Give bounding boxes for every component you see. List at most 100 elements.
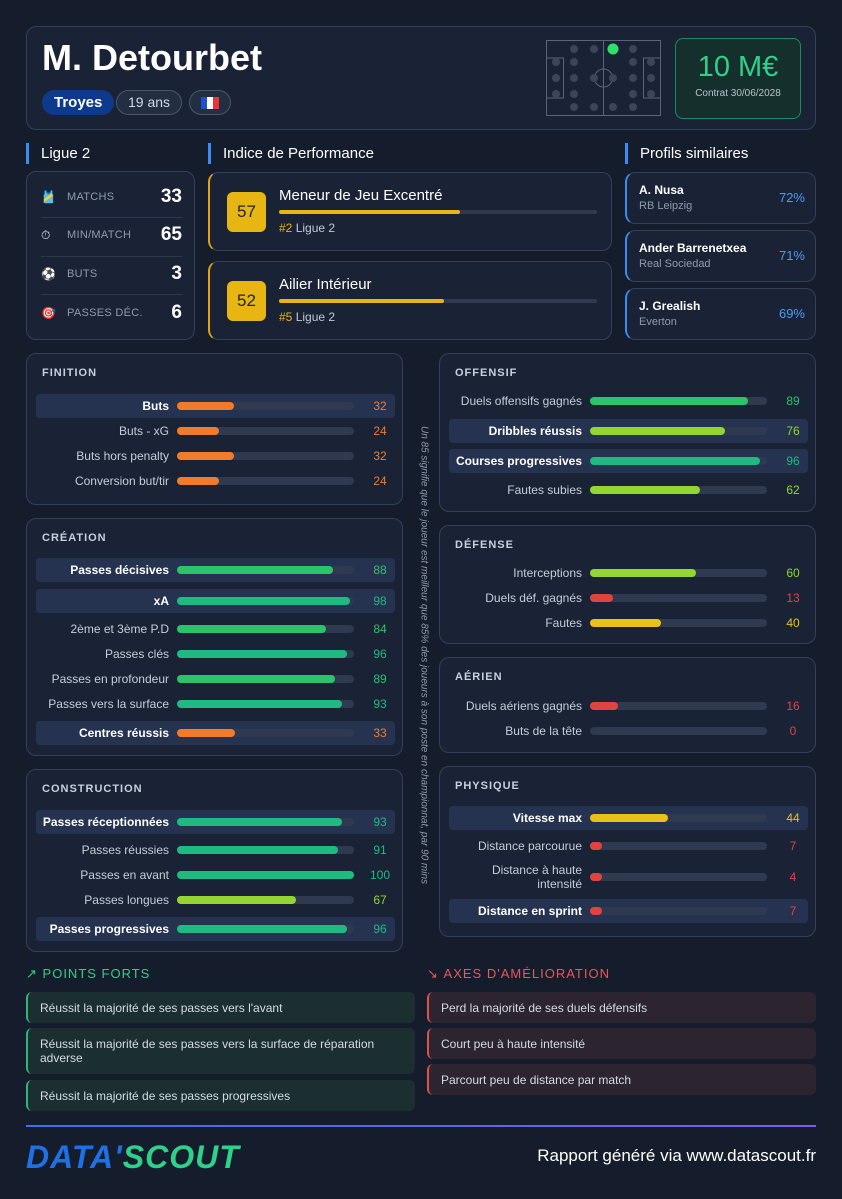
stat-row: Vitesse max 44 [449, 806, 808, 830]
defense-panel: DÉFENSE Interceptions 60 Duels déf. gagnés 1… [439, 525, 816, 644]
team-badge: Troyes [42, 90, 115, 115]
stat-label: Passes en profondeur [51, 672, 169, 686]
stat-row: Buts de la tête 0 [449, 719, 808, 743]
performance-score: 52 [227, 281, 266, 321]
stat-value: 24 [373, 424, 387, 438]
improvement-item: Parcourt peu de distance par match [427, 1064, 816, 1095]
panel-title: FINITION [42, 367, 98, 379]
market-value-box: 10 M€ Contrat 30/06/2028 [675, 38, 801, 119]
panel-title: DÉFENSE [455, 539, 514, 551]
stat-bar [177, 925, 354, 933]
stat-value: 96 [786, 454, 800, 468]
stat-value: 7 [789, 904, 797, 918]
performance-rank: #2 Ligue 2 [279, 221, 336, 235]
stat-bar-fill [177, 846, 339, 854]
similar-player-name: Ander Barrenetxea [639, 241, 747, 255]
similar-profile-item[interactable]: Ander Barrenetxea Real Sociedad 71% [625, 230, 816, 282]
stat-bar [177, 818, 354, 826]
performance-card-2: 52 Ailier Intérieur #5 Ligue 2 [208, 261, 612, 340]
stat-label: Passes vers la surface [48, 697, 169, 711]
stat-bar [590, 427, 767, 435]
stat-bar-fill [177, 871, 354, 879]
target-icon: 🎯 [41, 306, 56, 320]
stat-row: Passes clés 96 [36, 642, 395, 666]
improvement-item: Perd la majorité de ses duels défensifs [427, 992, 816, 1023]
stat-value: 24 [373, 474, 387, 488]
stat-row: Passes vers la surface 93 [36, 692, 395, 716]
stat-bar [590, 569, 767, 577]
stat-row: Duels offensifs gagnés 89 [449, 389, 808, 413]
stat-label: Passes longues [84, 893, 169, 907]
stat-bar [177, 700, 354, 708]
stat-bar-fill [590, 486, 700, 494]
stat-value: 32 [373, 399, 387, 413]
age-badge: 19 ans [116, 90, 183, 115]
stat-label: Distance parcourue [477, 839, 582, 853]
panel-title: OFFENSIF [455, 367, 518, 379]
market-value: 10 M€ [697, 51, 779, 83]
stat-bar [590, 594, 767, 602]
similarity-percent: 71% [778, 248, 805, 263]
performance-bar [279, 210, 597, 214]
stat-bar [590, 842, 767, 850]
stat-bar-fill [177, 650, 347, 658]
stat-label: 2ème et 3ème P.D [70, 622, 169, 636]
stat-label: Distance à haute intensité [491, 863, 582, 891]
stat-bar [177, 427, 354, 435]
footer-divider [26, 1125, 816, 1127]
performance-role: Meneur de Jeu Excentré [279, 187, 443, 204]
similar-profile-item[interactable]: A. Nusa RB Leipzig 72% [625, 172, 816, 224]
stat-bar-fill [177, 925, 347, 933]
stat-bar [177, 452, 354, 460]
stat-label: Passes clés [104, 647, 169, 661]
similar-player-club: Everton [639, 316, 677, 328]
stat-row: Fautes subies 62 [449, 478, 808, 502]
stat-row: Courses progressives 96 [449, 449, 808, 473]
stat-label: Fautes subies [507, 483, 582, 497]
stat-bar-fill [177, 597, 351, 605]
stat-row: Passes réceptionnées 93 [36, 810, 395, 834]
stat-row: Passes en avant 100 [36, 863, 395, 887]
stat-value: 98 [373, 594, 387, 608]
stat-label: Fautes [545, 616, 582, 630]
stat-bar [590, 457, 767, 465]
stat-bar [590, 702, 767, 710]
stat-label: Buts - xG [118, 424, 169, 438]
stat-bar [177, 402, 354, 410]
stat-row: Fautes 40 [449, 611, 808, 635]
stat-row: Buts - xG 24 [36, 419, 395, 443]
panel-title: CRÉATION [42, 532, 107, 544]
league-stats-card: 🎽 MATCHS 33 ⏱ MIN/MATCH 65 ⚽ BUTS 3 🎯 PA… [26, 171, 195, 340]
performance-card-1: 57 Meneur de Jeu Excentré #2 Ligue 2 [208, 172, 612, 251]
stat-label: Centres réussis [78, 726, 169, 740]
performance-title: Indice de Performance [208, 143, 374, 164]
stat-label: Buts de la tête [505, 724, 582, 738]
contract-date: Contrat 30/06/2028 [695, 88, 781, 99]
stat-value: 67 [373, 893, 387, 907]
player-name: M. Detourbet [42, 37, 262, 78]
stat-row: Distance parcourue 7 [449, 834, 808, 858]
panel-title: AÉRIEN [455, 671, 503, 683]
stat-row: Distance à haute intensité 4 [449, 863, 808, 891]
stat-label: Buts [142, 399, 169, 413]
stat-row: 2ème et 3ème P.D 84 [36, 617, 395, 641]
stat-bar-fill [590, 907, 603, 915]
stat-label: Duels déf. gagnés [485, 591, 582, 605]
position-pitch-icon [546, 40, 661, 116]
stat-row: Buts hors penalty 32 [36, 444, 395, 468]
stat-bar-fill [177, 700, 342, 708]
panel-title: PHYSIQUE [455, 780, 520, 792]
stat-row: xA 98 [36, 589, 395, 613]
stat-bar [590, 486, 767, 494]
stat-value: 60 [786, 566, 800, 580]
stat-value: 89 [373, 672, 387, 686]
stat-label: Vitesse max [512, 811, 582, 825]
stat-label: Interceptions [513, 566, 582, 580]
stat-minutes: ⏱ MIN/MATCH 65 [41, 224, 182, 245]
stat-label: Conversion but/tir [74, 474, 169, 488]
similar-profile-item[interactable]: J. Grealish Everton 69% [625, 288, 816, 340]
strengths-title: ↗ POINTS FORTS [26, 966, 151, 981]
shirt-icon: 🎽 [41, 190, 56, 204]
france-flag-icon [201, 96, 219, 109]
stat-value: 33 [373, 726, 387, 740]
